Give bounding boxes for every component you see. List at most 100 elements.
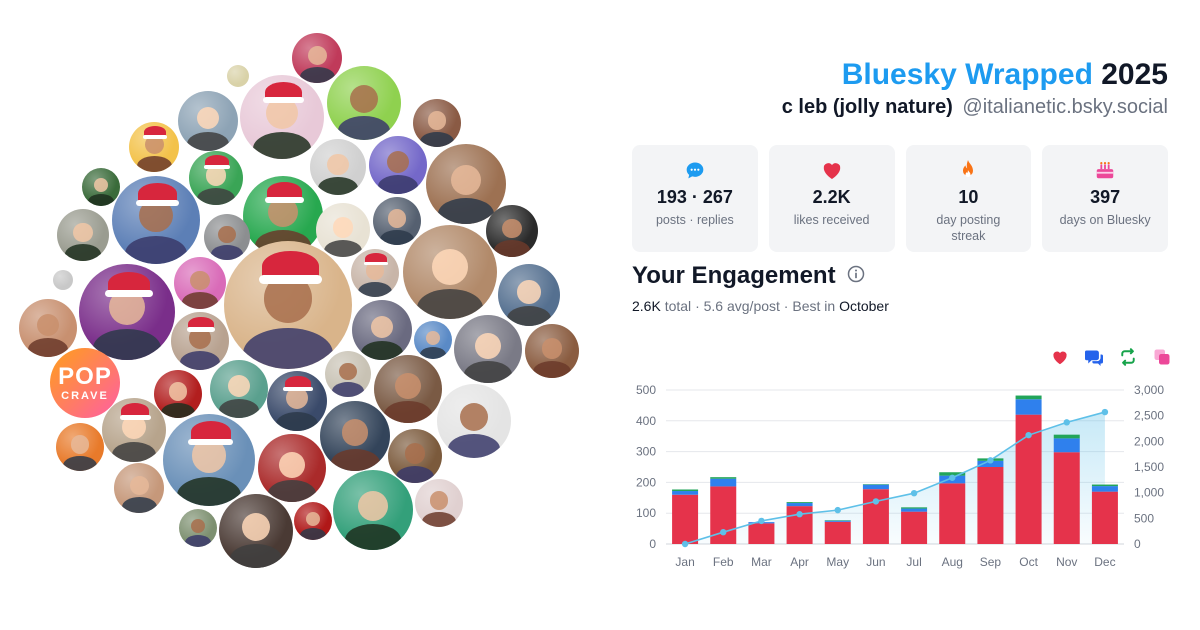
- avatar[interactable]: [227, 65, 249, 87]
- avatar[interactable]: [325, 351, 371, 397]
- santa-hat-icon: [258, 251, 323, 285]
- bar-segment: [824, 520, 851, 522]
- bar-segment: [1053, 452, 1080, 544]
- engagement-best-prefix: Best in: [792, 298, 836, 314]
- avatar[interactable]: [112, 176, 200, 264]
- avatar-face: [395, 372, 421, 399]
- avatar-body: [345, 524, 401, 550]
- avatar[interactable]: [210, 360, 268, 418]
- bar-segment: [901, 508, 928, 512]
- cumulative-point: [1101, 408, 1109, 416]
- bar-segment: [748, 523, 775, 544]
- avatar[interactable]: [437, 384, 511, 458]
- engagement-avg: 5.6 avg/post: [703, 298, 780, 314]
- avatar[interactable]: [310, 139, 366, 195]
- avatar-body: [396, 465, 434, 483]
- stat-card-posts: 193 · 267 posts · replies: [632, 145, 758, 252]
- bar-segment: [862, 484, 889, 490]
- avatar[interactable]: [414, 321, 452, 359]
- avatar[interactable]: [178, 91, 238, 151]
- avatar[interactable]: [224, 241, 352, 369]
- avatar[interactable]: [240, 75, 324, 159]
- avatar[interactable]: [351, 249, 399, 297]
- avatar[interactable]: [426, 144, 506, 224]
- avatar[interactable]: [204, 214, 250, 260]
- stat-card-days: 397 days on Bluesky: [1042, 145, 1168, 252]
- avatar[interactable]: [333, 470, 413, 550]
- avatar-body: [187, 131, 229, 151]
- avatar[interactable]: [102, 398, 166, 462]
- avatar[interactable]: [292, 33, 342, 83]
- avatar-face: [517, 280, 541, 304]
- info-icon[interactable]: [846, 264, 866, 289]
- avatar-face: [339, 362, 357, 381]
- chat-bubble-icon: [632, 159, 758, 181]
- avatar-face: [387, 209, 407, 228]
- avatar[interactable]: [498, 264, 560, 326]
- avatar-face: [349, 85, 379, 114]
- avatar-face: [218, 225, 236, 244]
- reply-icon[interactable]: [1084, 347, 1104, 367]
- y-tick-right: 3,000: [1134, 383, 1164, 397]
- avatar[interactable]: [79, 264, 175, 360]
- avatar[interactable]: [327, 66, 401, 140]
- avatar-logo-line2: CRAVE: [61, 389, 109, 402]
- avatar[interactable]: [189, 151, 243, 205]
- avatar-face: [365, 261, 385, 280]
- bar-segment: [939, 472, 966, 476]
- avatar-body: [218, 399, 260, 418]
- engagement-total: 2.6K: [632, 298, 661, 314]
- avatar[interactable]: [413, 99, 461, 147]
- user-handle[interactable]: @italianetic.bsky.social: [962, 96, 1168, 118]
- avatar[interactable]: [415, 479, 463, 527]
- avatar-body: [507, 306, 551, 326]
- avatar[interactable]: [486, 205, 538, 257]
- avatar[interactable]: [373, 197, 421, 245]
- avatar-body: [419, 346, 447, 359]
- avatar-face: [459, 403, 489, 432]
- avatar[interactable]: [374, 355, 442, 423]
- avatar[interactable]: [56, 423, 104, 471]
- avatar[interactable]: [267, 371, 327, 431]
- avatar[interactable]: [179, 509, 217, 547]
- avatar[interactable]: [174, 257, 226, 309]
- repost-icon[interactable]: [1118, 347, 1138, 367]
- avatar[interactable]: [154, 370, 202, 418]
- avatar-body: [361, 340, 403, 360]
- avatar[interactable]: [316, 203, 370, 257]
- avatar[interactable]: [163, 414, 255, 506]
- avatar-body: [448, 434, 500, 458]
- x-tick-label: Sep: [980, 555, 1002, 569]
- avatar[interactable]: [320, 401, 390, 471]
- avatar[interactable]: [171, 312, 229, 370]
- user-line: c leb (jolly nature) @italianetic.bsky.s…: [782, 96, 1168, 119]
- avatar-body: [87, 193, 115, 206]
- avatar[interactable]: [53, 270, 73, 290]
- avatar[interactable]: [82, 168, 120, 206]
- avatar[interactable]: [258, 434, 326, 502]
- avatar-logo[interactable]: POP CRAVE: [50, 348, 120, 418]
- avatar[interactable]: [388, 429, 442, 483]
- avatar[interactable]: [403, 225, 497, 319]
- avatar[interactable]: [19, 299, 77, 357]
- avatar[interactable]: [369, 136, 427, 194]
- avatar[interactable]: [114, 463, 164, 513]
- bar-segment: [1091, 491, 1118, 544]
- avatar-face: [168, 382, 188, 401]
- avatar-body: [111, 441, 157, 462]
- avatar-face: [36, 314, 59, 337]
- avatar[interactable]: [219, 494, 293, 568]
- santa-hat-icon: [142, 126, 168, 139]
- heart-icon[interactable]: [1050, 347, 1070, 367]
- avatar[interactable]: [454, 315, 522, 383]
- avatar[interactable]: [352, 300, 412, 360]
- avatar-face: [305, 511, 321, 527]
- avatar[interactable]: [129, 122, 179, 172]
- quote-icon[interactable]: [1152, 347, 1172, 367]
- avatar[interactable]: [525, 324, 579, 378]
- avatar-body: [377, 175, 419, 194]
- avatar[interactable]: [294, 502, 332, 540]
- avatar-face: [190, 518, 206, 534]
- avatar[interactable]: [57, 209, 109, 261]
- display-name: c leb (jolly nature): [781, 96, 953, 118]
